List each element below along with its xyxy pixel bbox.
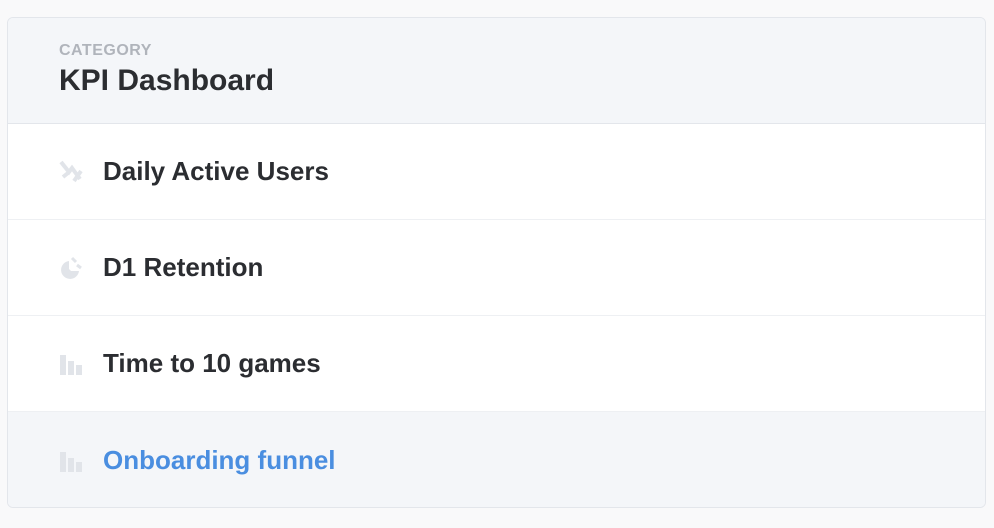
list-item-daily-active-users[interactable]: Daily Active Users bbox=[8, 124, 985, 220]
page-title: KPI Dashboard bbox=[59, 64, 275, 97]
item-label: Daily Active Users bbox=[103, 156, 329, 186]
kpi-dashboard-card: CATEGORY KPI Dashboard Daily Active User… bbox=[7, 17, 986, 508]
list-item-time-to-10-games[interactable]: Time to 10 games bbox=[8, 316, 985, 412]
category-label: CATEGORY bbox=[59, 42, 152, 59]
bar-chart-icon bbox=[60, 354, 82, 375]
list-item-onboarding-funnel[interactable]: Onboarding funnel bbox=[8, 412, 985, 507]
bar-chart-icon bbox=[60, 451, 82, 472]
item-label: D1 Retention bbox=[103, 252, 264, 282]
pie-chart-icon bbox=[61, 256, 82, 279]
line-chart-icon bbox=[59, 160, 83, 182]
item-label: Onboarding funnel bbox=[103, 445, 336, 475]
card-header: CATEGORY KPI Dashboard bbox=[8, 18, 985, 124]
item-label: Time to 10 games bbox=[103, 348, 321, 378]
list-item-d1-retention[interactable]: D1 Retention bbox=[8, 220, 985, 316]
